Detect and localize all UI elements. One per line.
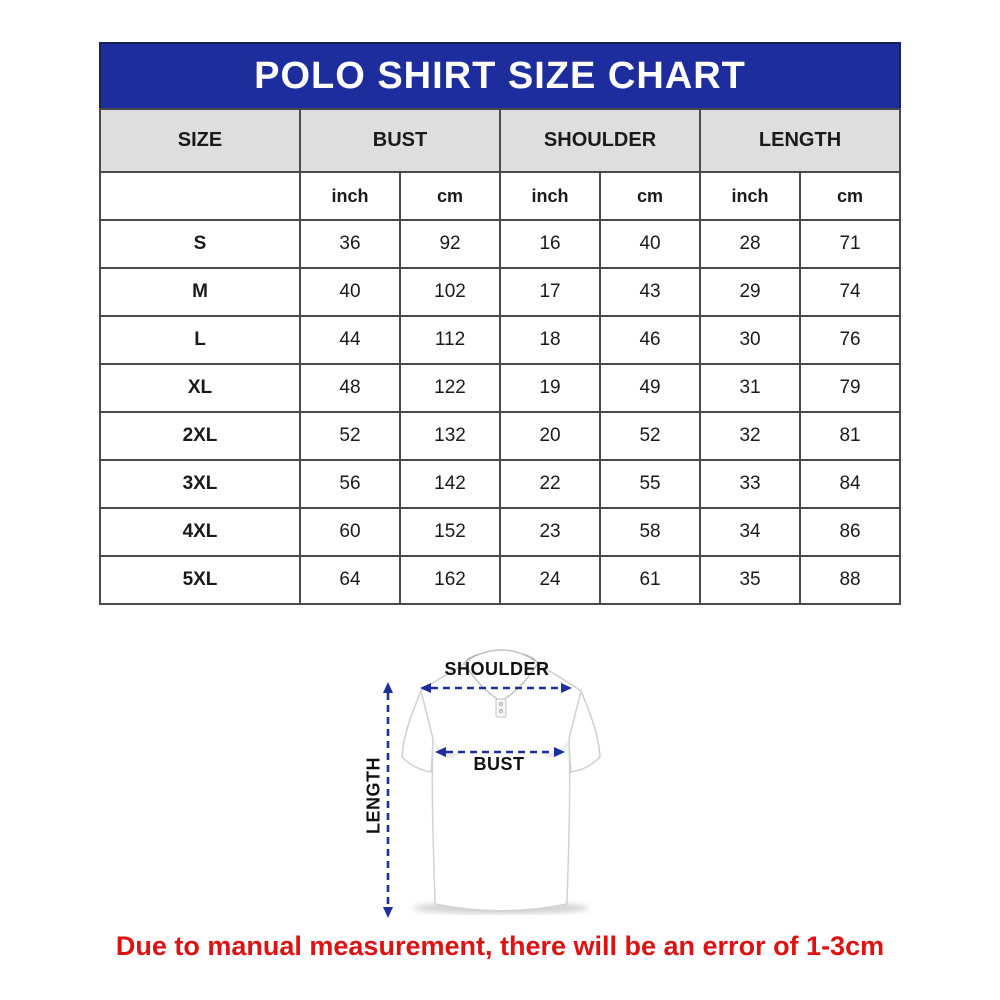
col-header-bust: BUST — [298, 108, 502, 173]
value-cell: 61 — [599, 555, 702, 605]
value-cell: 32 — [699, 411, 802, 461]
value-cell: 40 — [599, 219, 702, 269]
table-row: 3XL 56 142 22 55 33 84 — [99, 459, 902, 509]
value-cell: 16 — [499, 219, 602, 269]
value-cell: 40 — [299, 267, 401, 317]
value-cell: 30 — [699, 315, 802, 365]
unit-header-bust-inch: inch — [299, 171, 401, 221]
size-cell: 3XL — [99, 459, 301, 509]
value-cell: 112 — [398, 315, 502, 365]
value-cell: 43 — [599, 267, 702, 317]
measurement-arrows — [383, 682, 572, 918]
table-body: S 36 92 16 40 28 71 M 40 102 17 43 29 74 L 44 112 18 46 30 7… — [99, 219, 902, 605]
value-cell: 86 — [799, 507, 902, 557]
unit-header-shoulder-inch: inch — [499, 171, 602, 221]
size-chart-table: SIZE BUST SHOULDER LENGTH inch cm inch c… — [99, 108, 902, 605]
value-cell: 29 — [699, 267, 802, 317]
table-row: XL 48 122 19 49 31 79 — [99, 363, 902, 413]
size-cell: 2XL — [99, 411, 301, 461]
value-cell: 122 — [398, 363, 502, 413]
value-cell: 34 — [699, 507, 802, 557]
size-cell: 4XL — [99, 507, 301, 557]
col-header-shoulder: SHOULDER — [499, 108, 702, 173]
bust-measure-label: BUST — [473, 754, 525, 774]
value-cell: 46 — [599, 315, 702, 365]
unit-header-bust-cm: cm — [398, 171, 502, 221]
value-cell: 58 — [599, 507, 702, 557]
value-cell: 81 — [799, 411, 902, 461]
value-cell: 84 — [799, 459, 902, 509]
table-row: 4XL 60 152 23 58 34 86 — [99, 507, 902, 557]
value-cell: 48 — [299, 363, 401, 413]
col-header-length: LENGTH — [699, 108, 902, 173]
table-row: S 36 92 16 40 28 71 — [99, 219, 902, 269]
value-cell: 36 — [299, 219, 401, 269]
table-row: L 44 112 18 46 30 76 — [99, 315, 902, 365]
value-cell: 52 — [299, 411, 401, 461]
value-cell: 19 — [499, 363, 602, 413]
value-cell: 22 — [499, 459, 602, 509]
unit-header-empty — [99, 171, 301, 221]
value-cell: 74 — [799, 267, 902, 317]
value-cell: 71 — [799, 219, 902, 269]
measurement-diagram: SHOULDER BUST LENGTH — [350, 635, 690, 940]
value-cell: 24 — [499, 555, 602, 605]
unit-header-length-cm: cm — [799, 171, 902, 221]
value-cell: 31 — [699, 363, 802, 413]
value-cell: 162 — [398, 555, 502, 605]
size-cell: XL — [99, 363, 301, 413]
value-cell: 60 — [299, 507, 401, 557]
table-header-row: SIZE BUST SHOULDER LENGTH — [99, 108, 902, 173]
value-cell: 55 — [599, 459, 702, 509]
value-cell: 20 — [499, 411, 602, 461]
value-cell: 152 — [398, 507, 502, 557]
value-cell: 52 — [599, 411, 702, 461]
value-cell: 17 — [499, 267, 602, 317]
table-row: 2XL 52 132 20 52 32 81 — [99, 411, 902, 461]
value-cell: 49 — [599, 363, 702, 413]
value-cell: 79 — [799, 363, 902, 413]
value-cell: 76 — [799, 315, 902, 365]
value-cell: 64 — [299, 555, 401, 605]
value-cell: 88 — [799, 555, 902, 605]
value-cell: 44 — [299, 315, 401, 365]
value-cell: 23 — [499, 507, 602, 557]
title-bar: POLO SHIRT SIZE CHART — [99, 42, 901, 110]
shoulder-arrow — [420, 683, 572, 693]
value-cell: 92 — [398, 219, 502, 269]
value-cell: 18 — [499, 315, 602, 365]
unit-header-shoulder-cm: cm — [599, 171, 702, 221]
length-measure-label: LENGTH — [363, 757, 384, 834]
value-cell: 56 — [299, 459, 401, 509]
table-row: 5XL 64 162 24 61 35 88 — [99, 555, 902, 605]
unit-header-length-inch: inch — [699, 171, 802, 221]
bust-arrow — [435, 747, 565, 757]
value-cell: 142 — [398, 459, 502, 509]
size-cell: 5XL — [99, 555, 301, 605]
size-cell: L — [99, 315, 301, 365]
page-title: POLO SHIRT SIZE CHART — [254, 54, 746, 97]
col-header-size: SIZE — [99, 108, 301, 173]
length-arrow — [383, 682, 393, 918]
table-row: M 40 102 17 43 29 74 — [99, 267, 902, 317]
table-unit-row: inch cm inch cm inch cm — [99, 171, 902, 221]
size-cell: S — [99, 219, 301, 269]
value-cell: 35 — [699, 555, 802, 605]
value-cell: 132 — [398, 411, 502, 461]
measurement-note: Due to manual measurement, there will be… — [115, 931, 885, 961]
value-cell: 33 — [699, 459, 802, 509]
value-cell: 102 — [398, 267, 502, 317]
value-cell: 28 — [699, 219, 802, 269]
size-cell: M — [99, 267, 301, 317]
shoulder-measure-label: SHOULDER — [444, 659, 550, 679]
